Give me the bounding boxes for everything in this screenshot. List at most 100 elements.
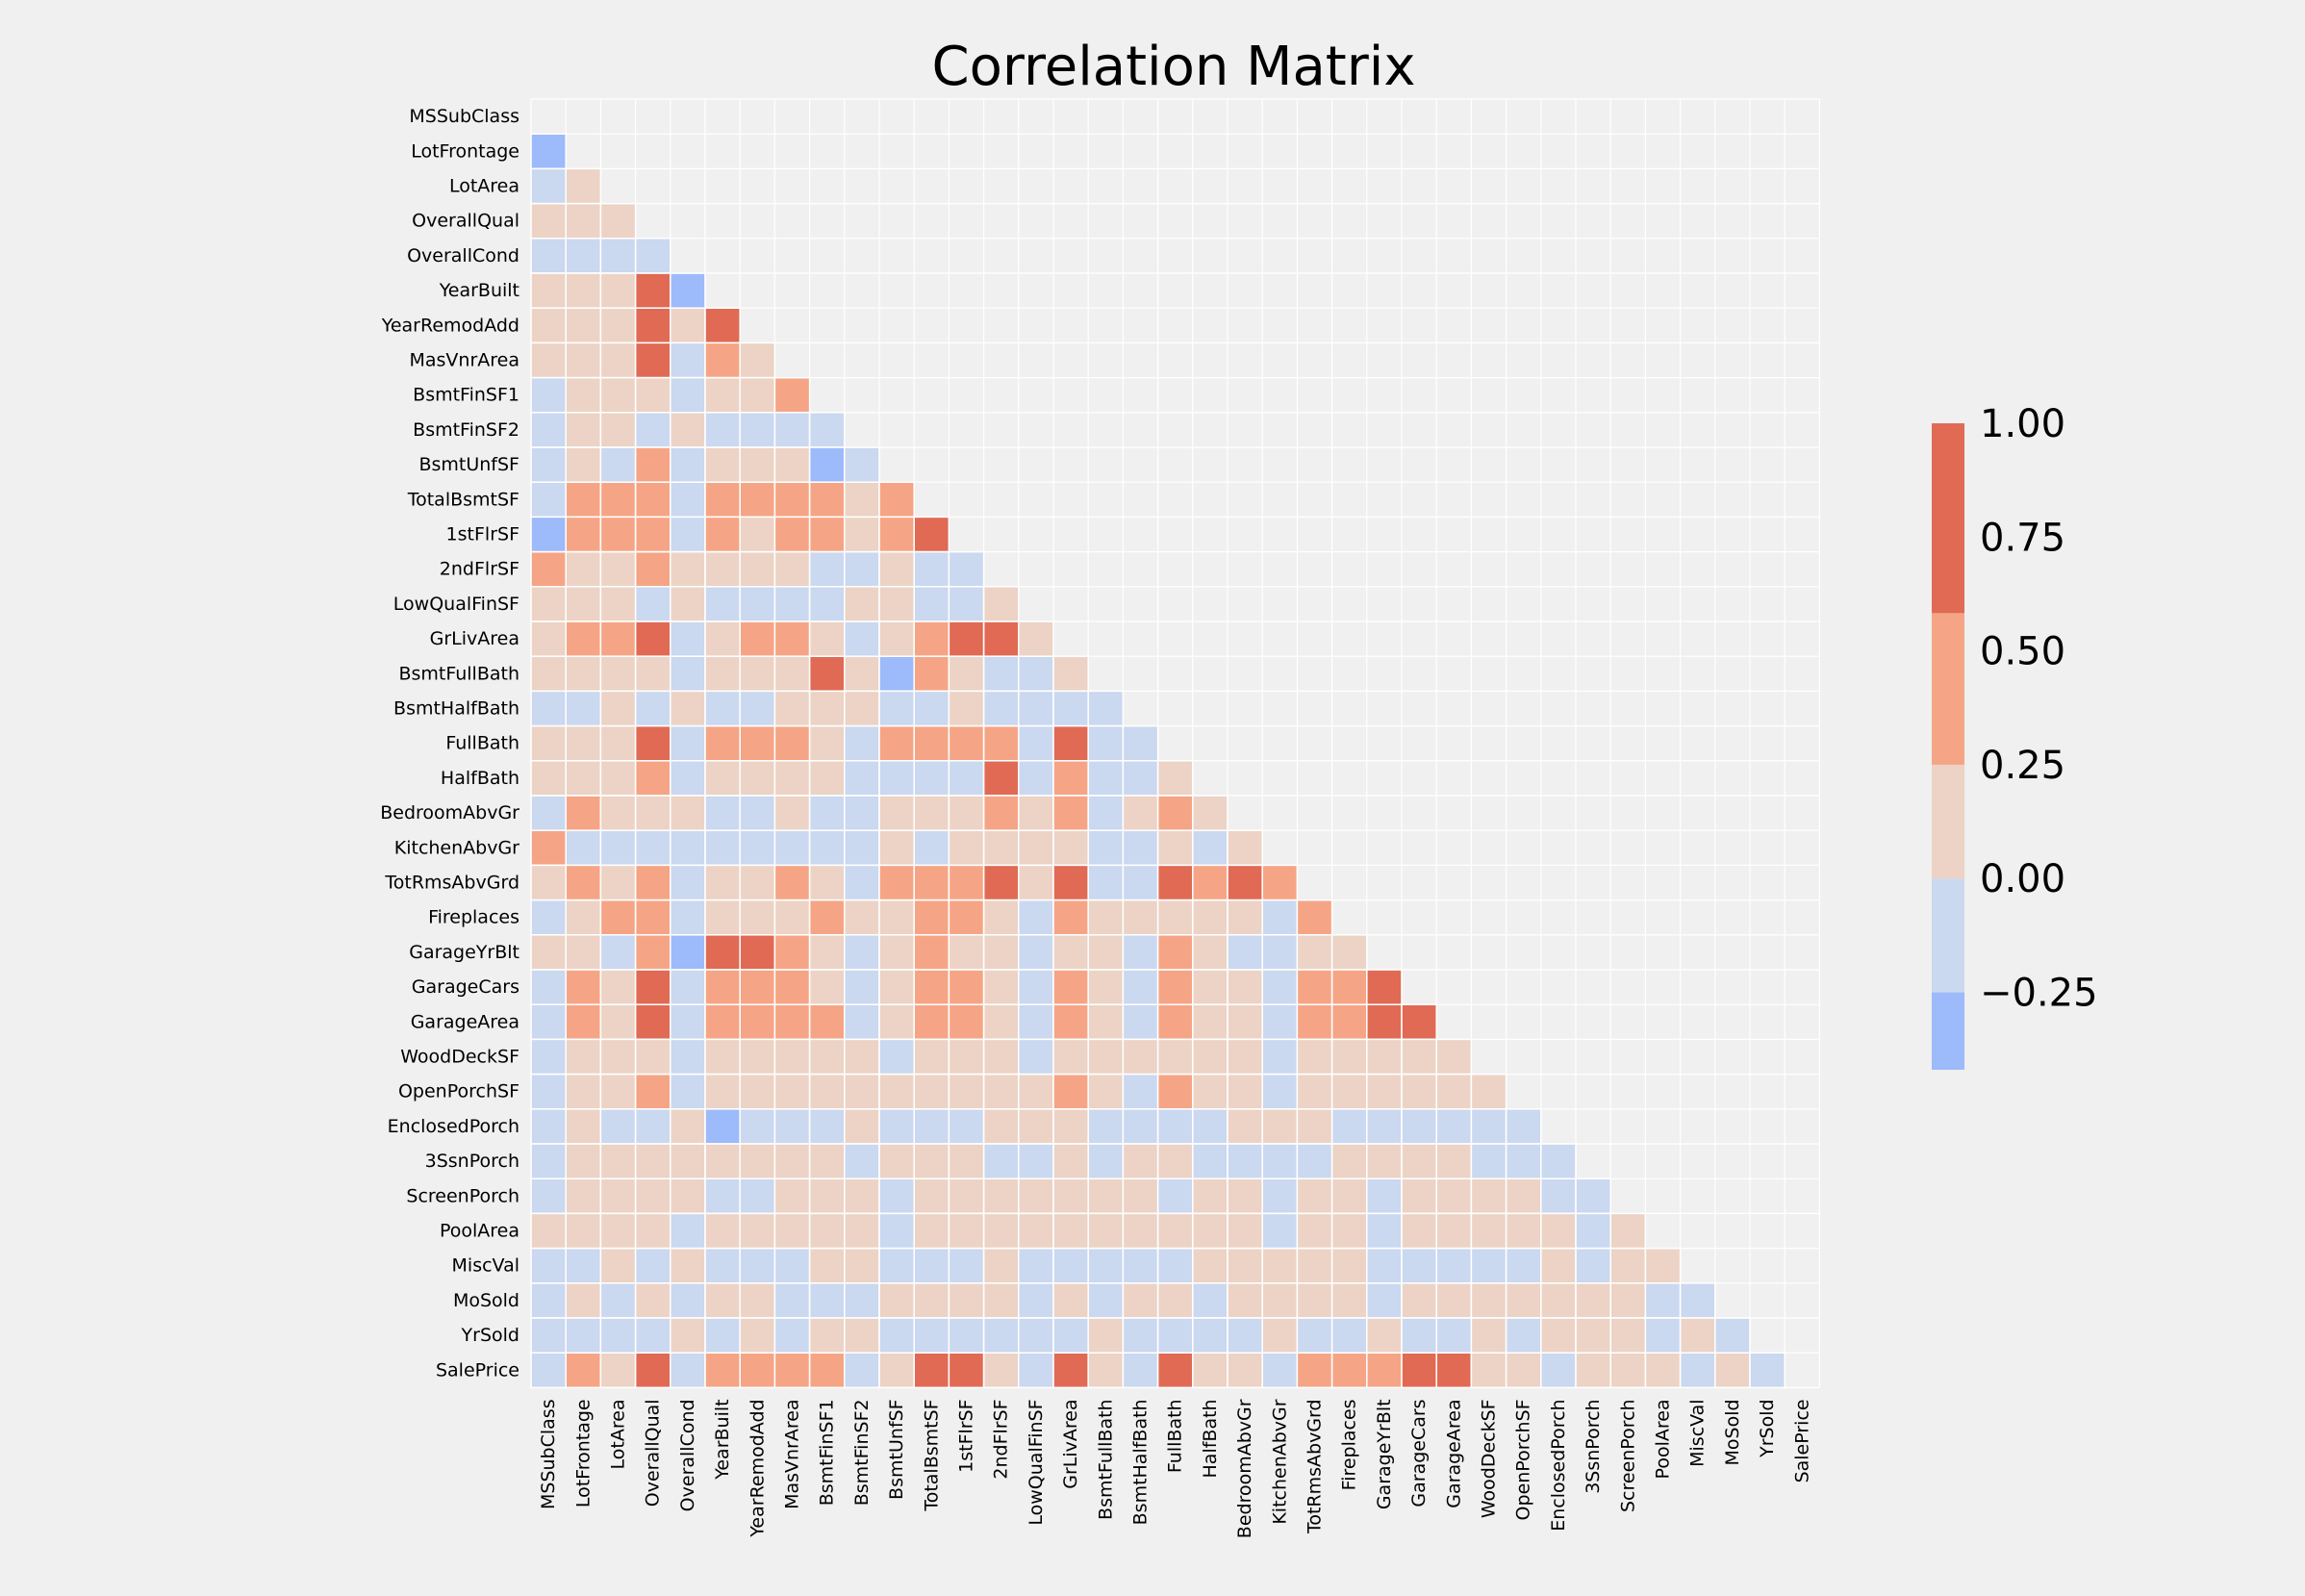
heatmap-cell: TotalBsmtSF / MSSubClass: -0.2 xyxy=(530,481,567,519)
column-tick-label: TotRmsAbvGrd xyxy=(1304,1399,1326,1534)
colorbar: 1.00 0.75 0.50 0.25 0.00 −0.25 xyxy=(1932,402,2098,1070)
heatmap-cell: 3SsnPorch / WoodDeckSF: -0.1 xyxy=(1470,1143,1507,1179)
heatmap-cell: BsmtHalfBath / BsmtFinSF1: 0.1 xyxy=(808,690,846,727)
heatmap-cell: MoSold / WoodDeckSF: 0.1 xyxy=(1470,1282,1507,1319)
heatmap-cell: PoolArea / BsmtFinSF2: 0.1 xyxy=(844,1212,880,1250)
heatmap-cell: KitchenAbvGr / YearRemodAdd: -0.2 xyxy=(739,829,776,867)
heatmap-cell: GarageArea / GarageCars: 0.9 xyxy=(1401,1003,1437,1041)
heatmap-cell: MiscVal / PoolArea: 0.1 xyxy=(1644,1247,1682,1284)
heatmap-cell: YrSold / WoodDeckSF: 0.1 xyxy=(1470,1317,1507,1354)
heatmap-cell: MoSold / OpenPorchSF: 0.1 xyxy=(1505,1282,1542,1319)
heatmap-cell: GarageYrBlt / OverallQual: 0.5 xyxy=(634,934,671,971)
heatmap-cell: SalePrice / OverallQual: 0.8 xyxy=(634,1352,671,1389)
heatmap-cell: ScreenPorch / GarageArea: 0.1 xyxy=(1435,1178,1473,1215)
heatmap-cell: BsmtFinSF2 / LotArea: 0.1 xyxy=(599,412,637,448)
heatmap-cell: OpenPorchSF / 1stFlrSF: 0.2 xyxy=(948,1073,985,1110)
heatmap-cell: SalePrice / KitchenAbvGr: -0.1 xyxy=(1261,1352,1299,1389)
heatmap-cell: WoodDeckSF / TotRmsAbvGrd: 0.2 xyxy=(1296,1038,1333,1076)
heatmap-cell: TotRmsAbvGrd / OverallQual: 0.4 xyxy=(634,864,671,901)
heatmap-cell: LowQualFinSF / LotFrontage: 0.1 xyxy=(565,586,602,622)
heatmap-cell: GarageYrBlt / TotalBsmtSF: 0.3 xyxy=(913,934,950,971)
heatmap-cell: GarageCars / Fireplaces: 0.3 xyxy=(1330,969,1368,1005)
heatmap-cell: BsmtFullBath / MasVnrArea: 0.1 xyxy=(773,655,811,693)
row-tick-label: LotArea xyxy=(449,176,519,197)
heatmap-cell: MiscVal / BsmtUnfSF: -0.1 xyxy=(878,1247,915,1284)
heatmap-cell: EnclosedPorch / FullBath: -0.1 xyxy=(1156,1108,1194,1145)
heatmap-cell: PoolArea / BsmtFullBath: 0.1 xyxy=(1087,1212,1125,1250)
heatmap-cell: ScreenPorch / FullBath: -0.1 xyxy=(1156,1178,1194,1215)
column-tick-label: GrLivArea xyxy=(1060,1399,1081,1488)
heatmap-cell: ScreenPorch / TotalBsmtSF: 0.1 xyxy=(913,1178,950,1215)
heatmap-cell: FullBath / LotArea: 0.1 xyxy=(599,724,637,762)
heatmap-cell: 1stFlrSF / MasVnrArea: 0.3 xyxy=(773,516,811,553)
chart-title: Correlation Matrix xyxy=(932,36,1416,98)
colorbar-segment xyxy=(1932,613,1964,765)
heatmap-cell: TotRmsAbvGrd / BedroomAbvGr: 0.7 xyxy=(1227,864,1263,901)
heatmap-cell: MasVnrArea / YearRemodAdd: 0.2 xyxy=(739,342,776,379)
heatmap-cell: Fireplaces / YearBuilt: 0.1 xyxy=(704,899,741,936)
heatmap-cell: PoolArea / 3SsnPorch: -0.1 xyxy=(1575,1212,1611,1250)
heatmap-cell: BsmtFullBath / BsmtFinSF2: 0.2 xyxy=(844,655,880,693)
heatmap-cell: BsmtUnfSF / BsmtFinSF1: -0.5 xyxy=(808,446,846,483)
heatmap-cell: GarageYrBlt / MasVnrArea: 0.3 xyxy=(773,934,811,971)
heatmap-cell: MiscVal / BsmtFinSF1: 0.1 xyxy=(808,1247,846,1284)
heatmap-cell: EnclosedPorch / GrLivArea: 0.1 xyxy=(1052,1108,1089,1145)
heatmap-cell: TotRmsAbvGrd / GrLivArea: 0.8 xyxy=(1052,864,1089,901)
heatmap-cell: WoodDeckSF / BsmtUnfSF: -0.1 xyxy=(878,1038,915,1076)
heatmap-cell: 2ndFlrSF / OverallQual: 0.3 xyxy=(634,550,671,588)
heatmap-cell: Fireplaces / LowQualFinSF: -0.1 xyxy=(1018,899,1054,936)
heatmap-cell: 2ndFlrSF / BsmtUnfSF: 0.1 xyxy=(878,550,915,588)
heatmap-cell: PoolArea / LotArea: 0.1 xyxy=(599,1212,637,1250)
row-tick-label: PoolArea xyxy=(440,1221,519,1242)
heatmap-cell: OpenPorchSF / Fireplaces: 0.2 xyxy=(1330,1073,1368,1110)
heatmap-cell: LowQualFinSF / 2ndFlrSF: 0.1 xyxy=(982,586,1020,622)
heatmap-cell: MiscVal / OpenPorchSF: -0.1 xyxy=(1505,1247,1542,1284)
heatmap-cell: LowQualFinSF / 1stFlrSF: -0.1 xyxy=(948,586,985,622)
heatmap-cell: 2ndFlrSF / YearBuilt: 0.1 xyxy=(704,550,741,588)
heatmap-cell: BsmtFinSF2 / MasVnrArea: -0.1 xyxy=(773,412,811,448)
heatmap-cell: FullBath / TotalBsmtSF: 0.3 xyxy=(913,724,950,762)
heatmap-cell: EnclosedPorch / WoodDeckSF: -0.1 xyxy=(1470,1108,1507,1145)
heatmap-cell: GarageCars / LotArea: 0.2 xyxy=(599,969,637,1005)
heatmap-cell: OpenPorchSF / BsmtFinSF1: 0.1 xyxy=(808,1073,846,1110)
heatmap-cell: TotRmsAbvGrd / 2ndFlrSF: 0.6 xyxy=(982,864,1020,901)
heatmap-cell: GarageYrBlt / MSSubClass: 0.1 xyxy=(530,934,567,971)
heatmap-cell: PoolArea / GarageArea: 0.1 xyxy=(1435,1212,1473,1250)
heatmap-cell: BsmtHalfBath / LowQualFinSF: -0.1 xyxy=(1018,690,1054,727)
heatmap-cell: MoSold / TotalBsmtSF: 0.1 xyxy=(913,1282,950,1319)
heatmap-cell: OpenPorchSF / BsmtHalfBath: -0.1 xyxy=(1122,1073,1159,1110)
heatmap-cell: EnclosedPorch / BsmtHalfBath: -0.1 xyxy=(1122,1108,1159,1145)
heatmap-cell: EnclosedPorch / GarageYrBlt: -0.2 xyxy=(1366,1108,1403,1145)
heatmap-cell: YrSold / BsmtFinSF1: 0.1 xyxy=(808,1317,846,1354)
heatmap-cell: YrSold / BsmtFinSF2: 0.1 xyxy=(844,1317,880,1354)
heatmap-cell: WoodDeckSF / GarageYrBlt: 0.2 xyxy=(1366,1038,1403,1076)
heatmap-cell: KitchenAbvGr / GrLivArea: 0.1 xyxy=(1052,829,1089,867)
heatmap-cell: GarageYrBlt / BsmtFullBath: 0.1 xyxy=(1087,934,1125,971)
heatmap-cell: MiscVal / HalfBath: 0.1 xyxy=(1192,1247,1228,1284)
heatmap-cell: GarageCars / LowQualFinSF: -0.1 xyxy=(1018,969,1054,1005)
heatmap-cell: GarageYrBlt / LotFrontage: 0.1 xyxy=(565,934,602,971)
column-tick-label: PoolArea xyxy=(1653,1399,1674,1479)
heatmap-cell: WoodDeckSF / MasVnrArea: 0.2 xyxy=(773,1038,811,1076)
heatmap-cell: MoSold / BsmtUnfSF: 0.1 xyxy=(878,1282,915,1319)
heatmap-cell: Fireplaces / TotalBsmtSF: 0.3 xyxy=(913,899,950,936)
heatmap-cell: OpenPorchSF / 2ndFlrSF: 0.2 xyxy=(982,1073,1020,1110)
heatmap-cell: 3SsnPorch / TotalBsmtSF: 0.1 xyxy=(913,1143,950,1179)
heatmap-cell: GarageYrBlt / KitchenAbvGr: -0.1 xyxy=(1261,934,1299,971)
heatmap-cell: 1stFlrSF / MSSubClass: -0.3 xyxy=(530,516,567,553)
heatmap-cell: GrLivArea / MSSubClass: 0.1 xyxy=(530,621,567,657)
heatmap-cell: BedroomAbvGr / BsmtUnfSF: 0.2 xyxy=(878,795,915,831)
heatmap-cell: YearRemodAdd / MSSubClass: 0.1 xyxy=(530,307,567,344)
heatmap-cell: YrSold / MoSold: -0.1 xyxy=(1714,1317,1751,1354)
heatmap-cell: GarageCars / GarageYrBlt: 0.6 xyxy=(1366,969,1403,1005)
heatmap-cell: YrSold / OpenPorchSF: -0.1 xyxy=(1505,1317,1542,1354)
heatmap-cell: TotalBsmtSF / LotArea: 0.3 xyxy=(599,481,637,519)
heatmap-plot-area: LotFrontage / MSSubClass: -0.4LotArea / … xyxy=(530,98,1821,1389)
row-tick-label: OverallQual xyxy=(412,211,519,232)
heatmap-cell: GarageYrBlt / BsmtUnfSF: 0.2 xyxy=(878,934,915,971)
heatmap-cell: Fireplaces / MasVnrArea: 0.2 xyxy=(773,899,811,936)
heatmap-cell: WoodDeckSF / HalfBath: 0.1 xyxy=(1192,1038,1228,1076)
heatmap-cell: OpenPorchSF / MasVnrArea: 0.1 xyxy=(773,1073,811,1110)
heatmap-cell: 3SsnPorch / OpenPorchSF: -0.1 xyxy=(1505,1143,1542,1179)
column-tick-label: OverallQual xyxy=(643,1399,664,1507)
